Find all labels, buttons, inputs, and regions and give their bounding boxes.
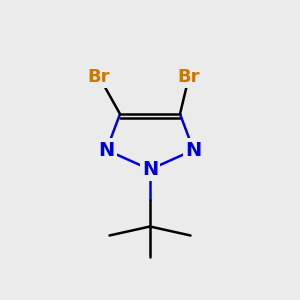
Text: Br: Br bbox=[178, 68, 200, 85]
Text: N: N bbox=[98, 140, 115, 160]
Text: Br: Br bbox=[88, 68, 110, 85]
Text: N: N bbox=[142, 160, 158, 179]
Text: N: N bbox=[185, 140, 202, 160]
